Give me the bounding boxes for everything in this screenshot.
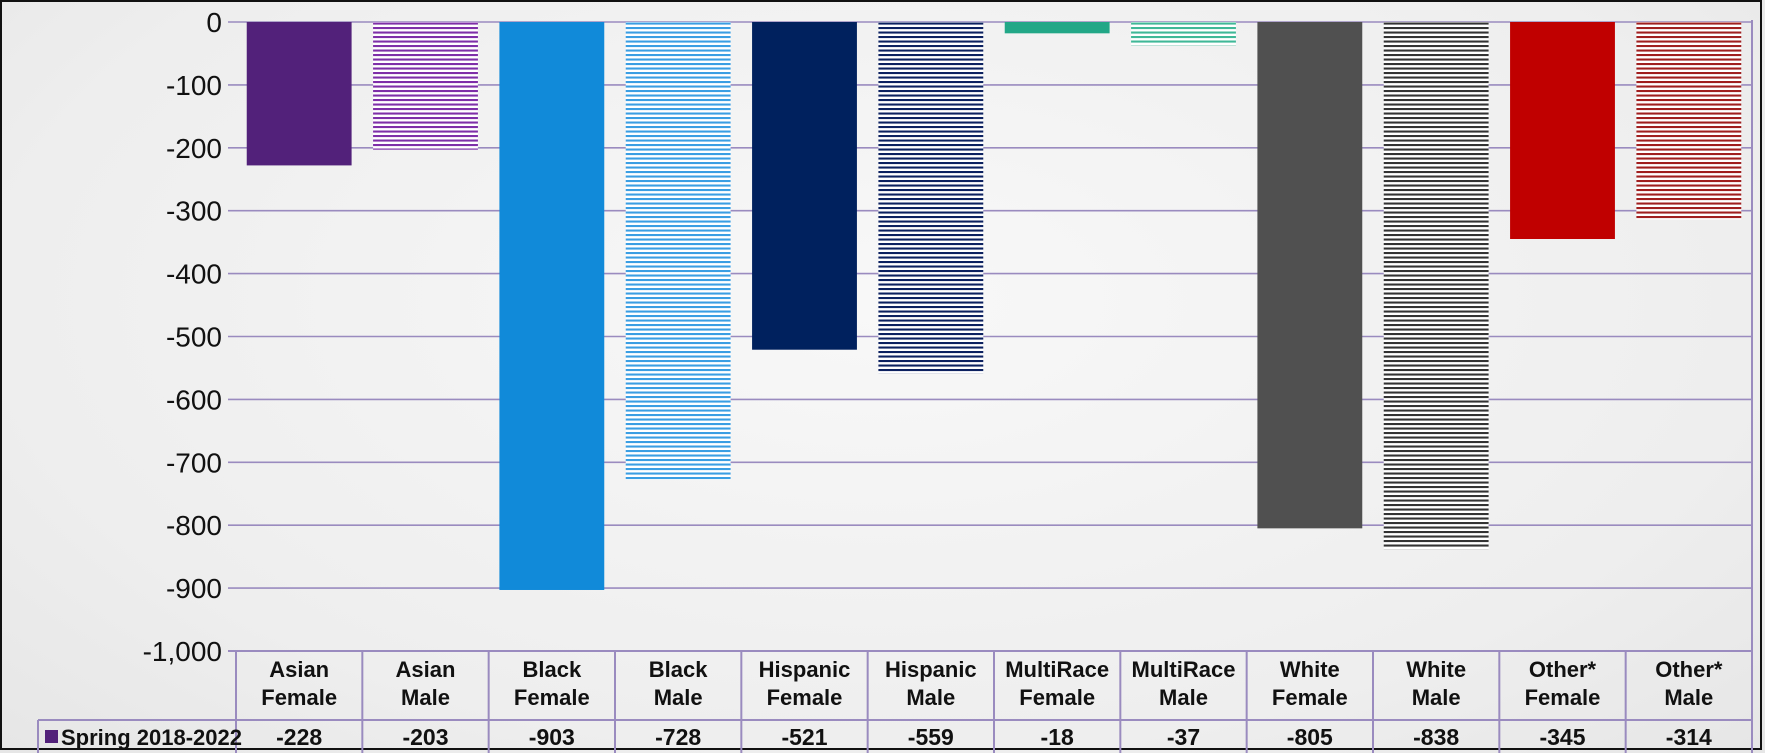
category-label-line: Male — [1412, 685, 1461, 710]
y-axis: 0 -100 -200 -300 -400 -500 -600 -700 -800 -900 -1,… — [143, 7, 222, 667]
value-cell: -838 — [1413, 724, 1459, 750]
y-tick-label: -800 — [166, 510, 222, 541]
category-label-line: Male — [906, 685, 955, 710]
category-label: MultiRace Male — [1132, 657, 1236, 710]
value-cell: -314 — [1666, 724, 1712, 750]
bar — [625, 22, 731, 480]
category-label-line: Female — [767, 685, 843, 710]
y-tick-label: -1,000 — [143, 636, 222, 667]
category-label-line: MultiRace — [1005, 657, 1109, 682]
category-label: Black Male — [649, 657, 708, 710]
category-label: White Female — [1272, 657, 1348, 710]
y-tick-label: 0 — [206, 7, 222, 38]
bar — [1510, 22, 1615, 240]
legend-label: Spring 2018-2022 — [61, 725, 242, 750]
category-label: Hispanic Female — [759, 657, 851, 710]
bar — [1131, 22, 1236, 46]
value-cell: -805 — [1287, 724, 1333, 750]
bar — [246, 22, 352, 166]
category-label-line: Male — [401, 685, 450, 710]
bar — [499, 22, 605, 590]
value-cell: -903 — [529, 724, 575, 750]
value-cell: -37 — [1167, 724, 1200, 750]
y-tick-label: -700 — [166, 447, 222, 478]
category-label-line: Female — [261, 685, 337, 710]
bar — [1257, 22, 1363, 529]
category-label: Other* Male — [1655, 657, 1723, 710]
bar — [752, 22, 857, 350]
category-label: Black Female — [514, 657, 590, 710]
legend-swatch — [45, 730, 58, 743]
y-tick-label: -100 — [166, 70, 222, 101]
y-tick-label: -900 — [166, 573, 222, 604]
y-tick-label: -500 — [166, 322, 222, 353]
value-cell: -345 — [1539, 724, 1585, 750]
y-tick-label: -600 — [166, 384, 222, 415]
category-label-line: Female — [1272, 685, 1348, 710]
gridlines — [228, 21, 1752, 589]
bar — [373, 22, 478, 150]
bar — [1383, 22, 1489, 550]
category-label-line: MultiRace — [1132, 657, 1236, 682]
bar — [1004, 22, 1110, 34]
category-label-line: White — [1280, 657, 1340, 682]
category-label-line: Male — [654, 685, 703, 710]
category-label: MultiRace Female — [1005, 657, 1109, 710]
category-label: Asian Female — [261, 657, 337, 710]
bar — [1636, 22, 1742, 220]
y-tick-label: -200 — [166, 133, 222, 164]
category-label-line: Other* — [1529, 657, 1597, 682]
category-label-line: Asian — [269, 657, 329, 682]
bars — [246, 22, 1742, 590]
value-cell: -203 — [402, 724, 448, 750]
value-cell: -728 — [655, 724, 701, 750]
category-label-line: Other* — [1655, 657, 1723, 682]
category-label-line: Hispanic — [759, 657, 851, 682]
data-table: Asian Female -228 Asian Male -203 Black Female -… — [37, 20, 1753, 753]
bar — [878, 22, 984, 374]
value-cell: -18 — [1041, 724, 1074, 750]
value-cell: -521 — [781, 724, 827, 750]
category-label-line: Female — [1019, 685, 1095, 710]
category-label: Hispanic Male — [885, 657, 977, 710]
category-label-line: Male — [1664, 685, 1713, 710]
category-label: Other* Female — [1525, 657, 1601, 710]
y-tick-label: -300 — [166, 196, 222, 227]
category-label-line: Female — [514, 685, 590, 710]
category-label: White Male — [1406, 657, 1466, 710]
category-label-line: Black — [522, 657, 581, 682]
category-label-line: Asian — [396, 657, 456, 682]
category-label-line: White — [1406, 657, 1466, 682]
category-label-line: Hispanic — [885, 657, 977, 682]
value-cell: -228 — [276, 724, 322, 750]
category-label-line: Black — [649, 657, 708, 682]
y-tick-label: -400 — [166, 259, 222, 290]
category-label-line: Female — [1525, 685, 1601, 710]
category-label: Asian Male — [396, 657, 456, 710]
value-cell: -559 — [908, 724, 954, 750]
category-label-line: Male — [1159, 685, 1208, 710]
